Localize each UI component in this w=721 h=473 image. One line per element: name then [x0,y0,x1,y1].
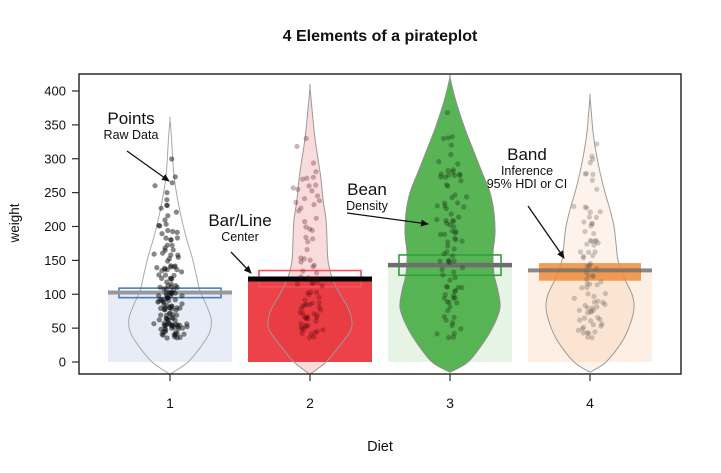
bar-diet-2 [248,278,372,362]
y-tick-label: 300 [44,151,66,166]
bean-diet-2 [267,83,353,375]
axes: 0 50 100 150 200 250 300 350 400 1 2 3 4 [44,73,682,411]
annotation-arrow-bar-line [230,251,252,274]
annotation-subtitle-band: 95% HDI or CI [486,177,568,192]
annotation-subtitle-bean: Density [346,198,388,213]
plot-border [78,73,682,375]
bean-diet-1 [128,116,212,375]
y-tick-label: 0 [59,355,66,370]
x-tick-label: 1 [166,395,174,411]
annotation-label-band: Band Inference 95% HDI or CI [486,145,568,192]
annotation-title-bean: Bean [347,180,387,199]
annotation-label-bean: Bean Density [346,180,388,213]
x-tick-label: 3 [446,395,454,411]
annotation-arrow-points [126,150,170,182]
annotation-arrow-band [527,205,565,259]
bean-diet-3 [399,74,501,373]
pirate-group-diet-4 [528,93,652,373]
chart-title: 4 Elements of a pirateplot [282,28,478,45]
y-tick-label: 50 [52,321,66,336]
annotation-arrow-bean [346,212,429,227]
annotation-label-bar-line: Bar/Line Center [208,211,272,244]
y-tick-label: 250 [44,185,66,200]
annotation-title-points: Points [107,109,155,128]
annotation-title-band: Band [507,145,547,164]
raw-points-diet-4 [571,141,609,341]
raw-points-diet-1 [151,156,190,341]
raw-points-diet-3 [434,110,470,341]
bar-diet-4 [528,270,652,362]
bean-diet-4 [545,93,635,373]
x-tick-label: 4 [586,395,594,411]
y-tick-label: 200 [44,219,66,234]
pirate-group-diet-2 [248,83,372,375]
y-tick-label: 350 [44,117,66,132]
pirate-group-diet-3 [388,74,512,373]
y-tick-label: 400 [44,84,66,99]
y-tick-label: 150 [44,253,66,268]
x-tick-label: 2 [306,395,314,411]
annotation-subtitle-points: Raw Data [103,127,159,142]
plot-area [108,74,652,375]
y-tick-label: 100 [44,287,66,302]
x-axis-title: Diet [367,439,393,455]
annotation-subtitle-bar-line: Center [221,229,259,244]
annotation-label-points: Points Raw Data [103,109,159,142]
pirate-group-diet-1 [108,116,232,375]
annotation-subtitle-band: Inference [500,163,554,178]
annotation-title-bar-line: Bar/Line [208,211,272,230]
raw-points-diet-2 [290,135,326,341]
